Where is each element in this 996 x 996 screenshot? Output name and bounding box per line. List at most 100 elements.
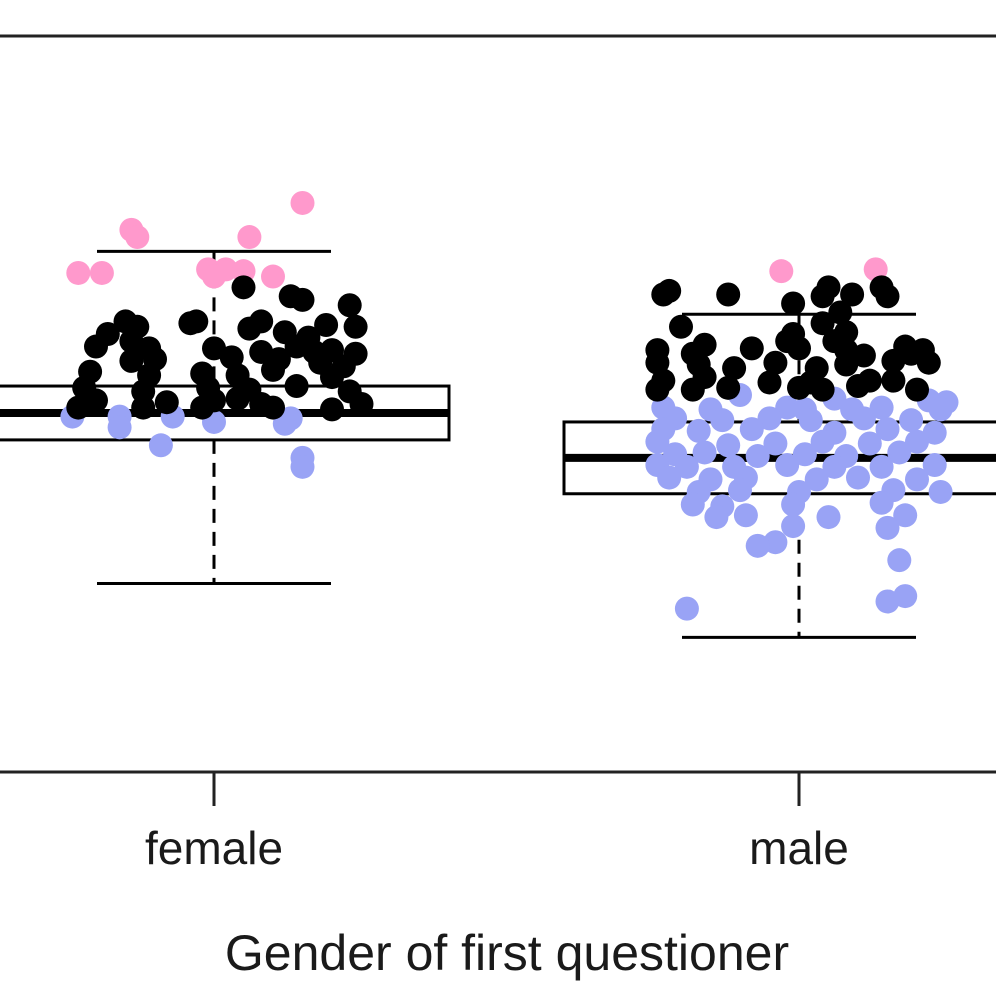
- data-point-male-blue-13: [757, 406, 782, 431]
- data-point-male-blue-18: [686, 418, 711, 443]
- data-point-male-blue-38: [775, 453, 800, 478]
- data-point-female-black-45: [225, 386, 250, 411]
- data-point-female-black-52: [320, 397, 344, 422]
- data-point-female-blue-7: [148, 433, 173, 458]
- data-point-female-black-11: [343, 314, 368, 339]
- data-point-male-black-36: [757, 370, 782, 395]
- data-point-male-pink-0: [769, 259, 794, 284]
- data-point-female-black-0: [231, 275, 256, 300]
- data-point-male-blue-52: [928, 479, 953, 504]
- data-point-male-blue-57: [704, 505, 729, 530]
- data-point-female-black-10: [314, 313, 339, 338]
- data-point-male-blue-30: [692, 440, 717, 465]
- data-point-male-blue-28: [905, 429, 929, 454]
- data-point-male-black-21: [787, 336, 811, 361]
- data-point-female-black-24: [119, 348, 144, 373]
- data-point-female-pink-10: [202, 264, 226, 289]
- data-point-male-black-31: [834, 352, 859, 377]
- data-point-male-blue-45: [804, 467, 829, 492]
- data-point-female-pink-2: [237, 225, 262, 250]
- data-point-male-blue-16: [899, 408, 924, 433]
- data-point-female-pink-3: [290, 190, 315, 215]
- data-point-male-blue-40: [869, 454, 894, 479]
- data-point-male-blue-39: [822, 454, 847, 479]
- data-point-male-black-39: [881, 368, 906, 393]
- data-point-female-black-16: [84, 334, 108, 359]
- data-point-female-blue-6: [107, 415, 132, 440]
- data-point-male-black-3: [651, 282, 676, 307]
- data-point-female-pink-4: [66, 260, 91, 285]
- data-point-male-black-9: [828, 300, 853, 325]
- data-point-male-blue-25: [763, 431, 788, 456]
- data-point-male-blue-42: [657, 465, 682, 490]
- data-point-male-blue-26: [810, 429, 835, 454]
- data-point-male-black-22: [851, 343, 876, 368]
- data-point-male-blue-6: [775, 395, 800, 420]
- data-point-male-blue-47: [905, 467, 929, 492]
- data-point-male-black-29: [763, 350, 788, 375]
- data-point-female-black-50: [190, 395, 215, 420]
- data-point-male-black-6: [810, 284, 835, 309]
- data-point-male-blue-34: [887, 440, 912, 465]
- data-point-male-black-45: [846, 374, 870, 399]
- data-point-female-black-35: [320, 365, 344, 390]
- data-point-male-blue-14: [798, 408, 823, 433]
- data-point-male-blue-12: [710, 408, 735, 433]
- data-point-female-black-2: [290, 287, 315, 312]
- data-point-male-blue-22: [922, 420, 947, 445]
- data-point-male-blue-65: [887, 548, 912, 573]
- data-point-male-black-11: [810, 311, 835, 336]
- x-axis-title: Gender of first questioner: [225, 925, 789, 981]
- data-point-male-black-28: [722, 356, 747, 381]
- data-point-female-pink-5: [89, 260, 114, 285]
- data-point-male-blue-59: [816, 505, 841, 530]
- data-point-male-black-8: [781, 291, 806, 316]
- data-point-male-blue-66: [674, 596, 699, 621]
- data-point-male-black-41: [680, 377, 705, 402]
- data-point-male-blue-64: [745, 533, 770, 558]
- data-point-male-blue-53: [680, 492, 705, 517]
- data-point-male-blue-23: [645, 429, 670, 454]
- data-point-male-black-33: [916, 350, 941, 375]
- data-point-male-black-10: [669, 314, 693, 339]
- x-tick-label-female: female: [145, 822, 283, 874]
- data-point-male-black-20: [739, 336, 764, 361]
- data-point-male-blue-21: [875, 417, 900, 442]
- x-axis: female male Gender of first questioner: [145, 772, 849, 981]
- data-point-female-black-51: [261, 395, 285, 420]
- plot-frame: [0, 34, 996, 774]
- data-point-male-black-42: [716, 375, 741, 400]
- data-point-male-blue-56: [869, 490, 894, 515]
- data-point-male-black-4: [716, 282, 741, 307]
- points-female: [60, 190, 374, 479]
- data-point-male-black-32: [881, 348, 906, 373]
- data-point-female-black-49: [131, 395, 156, 420]
- data-point-male-black-44: [810, 377, 835, 402]
- x-tick-label-male: male: [749, 822, 849, 874]
- data-point-male-blue-46: [846, 465, 870, 490]
- data-point-female-black-9: [237, 316, 262, 341]
- data-point-male-blue-31: [745, 444, 770, 469]
- data-point-male-black-7: [875, 284, 900, 309]
- data-point-female-black-7: [184, 309, 209, 334]
- data-point-female-blue-9: [290, 454, 315, 479]
- data-point-female-black-3: [337, 293, 362, 318]
- data-point-female-black-18: [202, 336, 226, 361]
- data-point-female-black-34: [261, 357, 285, 382]
- data-point-male-blue-27: [857, 431, 882, 456]
- points-layer: [60, 190, 959, 621]
- data-point-male-blue-68: [893, 584, 918, 609]
- data-point-male-black-43: [787, 375, 811, 400]
- data-point-male-black-40: [645, 377, 670, 402]
- data-point-male-black-46: [905, 377, 929, 402]
- data-point-male-blue-32: [792, 442, 817, 467]
- data-point-male-blue-15: [851, 406, 876, 431]
- data-point-male-blue-60: [781, 514, 806, 539]
- data-point-female-black-48: [66, 395, 91, 420]
- points-male: [645, 257, 959, 621]
- data-point-male-blue-61: [893, 503, 918, 528]
- data-point-male-blue-55: [781, 492, 806, 517]
- data-point-female-pink-9: [261, 264, 285, 289]
- data-point-female-black-43: [154, 390, 179, 415]
